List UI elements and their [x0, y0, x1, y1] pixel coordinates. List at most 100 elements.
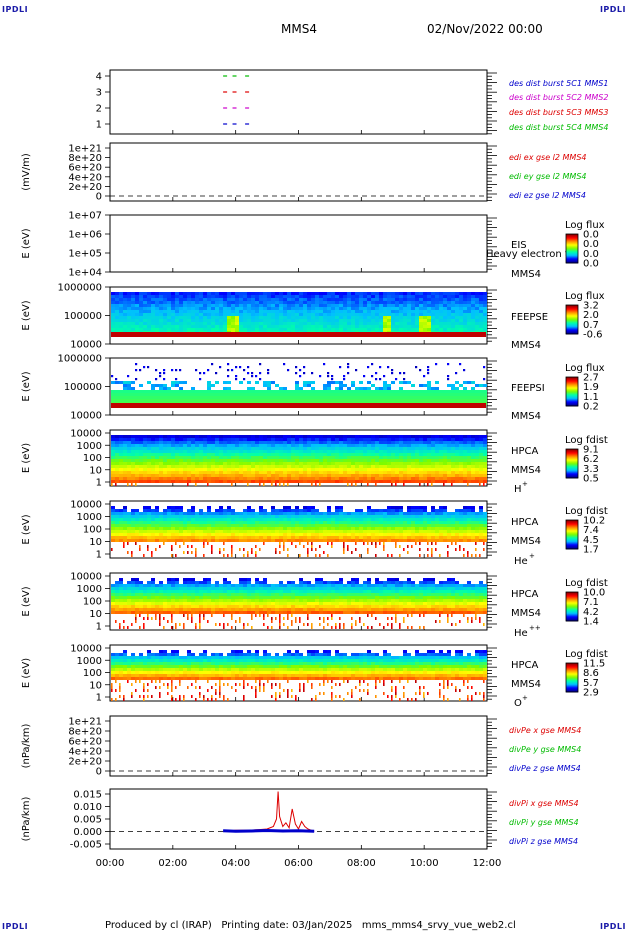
hpca_he-cell [351, 518, 355, 521]
feepse-cell [167, 310, 171, 313]
feepse-cell [471, 295, 475, 298]
feepse-cell [459, 328, 463, 331]
feepse-cell [235, 310, 239, 313]
hpca_h-cell [395, 441, 399, 444]
feepsi-cbar-tick: 1.9 [583, 382, 599, 393]
hpca_he-cell [291, 530, 295, 533]
hpca_h-cell [327, 477, 331, 480]
hpca_h-cbar-cell [566, 454, 578, 457]
feepsi-cell [403, 399, 407, 402]
feepse-cell [207, 301, 211, 304]
feepse-cell [299, 310, 303, 313]
hpca_he-y-tick-label: 1000 [77, 512, 102, 523]
feepse-cell [127, 310, 131, 313]
feepsi-cell [239, 396, 243, 399]
feepse-cell [471, 316, 475, 319]
feepse-cell [399, 295, 403, 298]
hpca_h-cell [347, 477, 351, 480]
feepsi-cell [215, 381, 219, 384]
hpca_he-cell [323, 515, 327, 518]
feepsi-cell [339, 366, 342, 369]
hpca_h-cell [247, 456, 251, 459]
hpca_h-cell [267, 438, 271, 441]
feepsi-cell [251, 393, 255, 396]
eis-cbar-cell [566, 259, 578, 261]
feepse-cell [135, 325, 139, 328]
hpca_he-cell [123, 506, 127, 509]
feepse-cbar-cell [566, 306, 578, 309]
feepse-cell [207, 295, 211, 298]
hpca_h-cell [167, 468, 171, 471]
hpca_he-cell [367, 533, 371, 536]
hpca_he-cell [395, 518, 399, 521]
hpca_h-cell [479, 456, 483, 459]
feepse-cell [231, 298, 235, 301]
feepse-cell [419, 322, 423, 325]
feepsi-cell [143, 399, 147, 402]
feepsi-cell [135, 393, 139, 396]
hpca_h-cell [175, 456, 179, 459]
hpca_h-cell [419, 447, 423, 450]
feepse-cell [151, 313, 155, 316]
feepse-cell [391, 298, 395, 301]
hpca_h-cell [187, 474, 191, 477]
feepse-cell [323, 301, 327, 304]
hpca_h-cell [403, 441, 407, 444]
feepsi-cell [151, 384, 155, 387]
hpca_h-cell [335, 444, 339, 447]
hpca_he-cell [183, 527, 187, 530]
hpca_h-cell [363, 447, 367, 450]
hpca_he-cell [123, 509, 127, 512]
hpca_he-cell [331, 530, 335, 533]
hpca_he-cell [243, 512, 247, 515]
hpca_he-cell [191, 518, 195, 521]
hpca_h-cell [199, 471, 203, 474]
hpca_he-cell [135, 542, 137, 545]
hpca_h-cell [307, 459, 311, 462]
hpca_h-cbar-cell [566, 476, 578, 478]
hpca_h-cell [291, 441, 295, 444]
hpca_h-cell [303, 465, 307, 468]
hpca_h-cell [479, 441, 483, 444]
hpca_he-cell [203, 542, 205, 545]
hpca_he-cell [299, 524, 303, 527]
hpca_he-cell [219, 524, 223, 527]
hpca_he-cell [323, 539, 327, 542]
feepse-cell [211, 325, 215, 328]
hpca_h-cell [283, 459, 287, 462]
hpca_he-cell [411, 539, 415, 542]
hpca_h-cell [431, 480, 435, 483]
feepsi-cell [127, 393, 131, 396]
hpca_h-cell [195, 453, 199, 456]
hpca_h-cell [403, 465, 407, 468]
hpca_he-cell [207, 536, 211, 539]
hpca_he-cell [399, 518, 403, 521]
hpca_he-cell [299, 518, 303, 521]
hpca_h-cell [255, 468, 259, 471]
hpca_h-cell [475, 471, 479, 474]
hpca_he-cell [147, 515, 151, 518]
feepse-cell [163, 307, 167, 310]
hpca_h-cell [415, 465, 419, 468]
feepse-cell [399, 307, 403, 310]
hpca_h-cell [215, 456, 219, 459]
hpca_h-cell [395, 459, 399, 462]
hpca_h-cell [315, 483, 317, 486]
hpca_h-cell [199, 474, 203, 477]
feepsi-cell [451, 393, 455, 396]
feepsi-cell [467, 390, 471, 393]
feepsi-cell [443, 393, 447, 396]
hpca_h-cell [207, 447, 211, 450]
feepsi-cell [131, 399, 135, 402]
hpca_h-cell [183, 447, 187, 450]
feepse-cell [155, 322, 159, 325]
hpca_h-cell [355, 453, 359, 456]
feepsi-cell [267, 384, 271, 387]
feepsi-cell [311, 399, 315, 402]
feepse-cbar-cell [566, 329, 578, 331]
hpca_h-cell [155, 459, 159, 462]
hpca_h-cell [419, 474, 423, 477]
feepsi-cell [135, 363, 138, 366]
hpca_h-cell [327, 471, 331, 474]
hpca_h-cell [275, 465, 279, 468]
